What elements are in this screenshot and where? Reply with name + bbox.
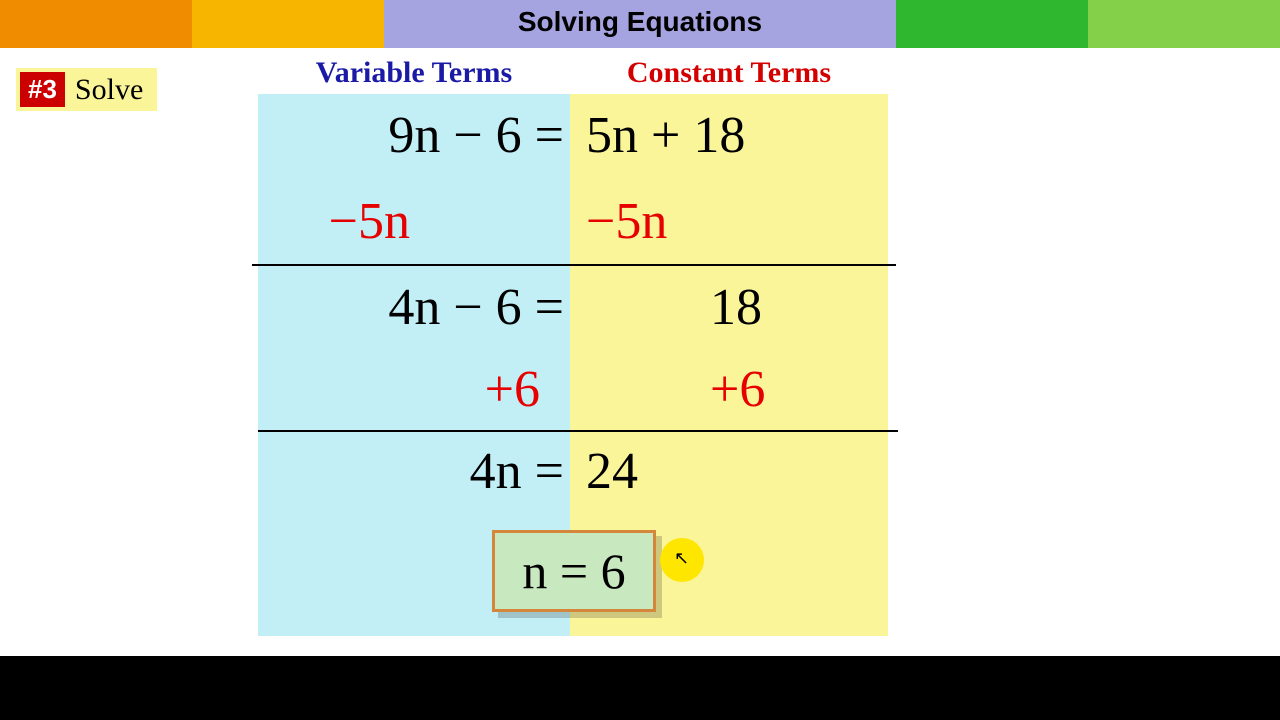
problem-tag: #3 Solve: [16, 68, 157, 111]
res2-left: 4n =: [258, 442, 570, 501]
equation-row: 9n − 6 = 5n + 18: [258, 106, 898, 165]
math-layer: 9n − 6 = 5n + 18 −5n −5n 4n − 6 = 18 +6 …: [258, 94, 898, 636]
header-seg-1: [0, 0, 192, 48]
eqn-right: 5n + 18: [570, 106, 888, 165]
header-bar: Solving Equations: [0, 0, 1280, 48]
label-constant-terms: Constant Terms: [570, 56, 888, 90]
eqn-left: 9n − 6 =: [258, 106, 570, 165]
res1-left: 4n − 6 =: [258, 278, 570, 337]
header-seg-2: [192, 0, 384, 48]
result2-row: 4n = 24: [258, 442, 898, 501]
result1-row: 4n − 6 = 18: [258, 278, 898, 337]
label-variable-terms: Variable Terms: [258, 56, 570, 90]
answer-box: n = 6: [492, 530, 656, 612]
op1-row: −5n −5n: [258, 192, 898, 251]
answer-text: n = 6: [522, 543, 625, 599]
op2-right: +6: [570, 360, 888, 419]
header-seg-4: [896, 0, 1088, 48]
cursor-arrow-icon: ↖: [674, 548, 689, 569]
op2-left: +6: [258, 360, 570, 419]
res1-right: 18: [570, 278, 888, 337]
footer-bar: [0, 656, 1280, 720]
rule-1: [252, 264, 896, 266]
cursor-highlight: ↖: [660, 538, 704, 582]
header-seg-5: [1088, 0, 1280, 48]
res2-right: 24: [570, 442, 888, 501]
column-labels: Variable Terms Constant Terms: [258, 56, 888, 90]
header-title: Solving Equations: [384, 0, 896, 48]
op2-row: +6 +6: [258, 360, 898, 419]
op1-right: −5n: [570, 192, 888, 251]
op1-left: −5n: [258, 192, 570, 251]
problem-number: #3: [20, 72, 65, 107]
rule-2: [258, 430, 898, 432]
problem-label: Solve: [75, 73, 143, 107]
